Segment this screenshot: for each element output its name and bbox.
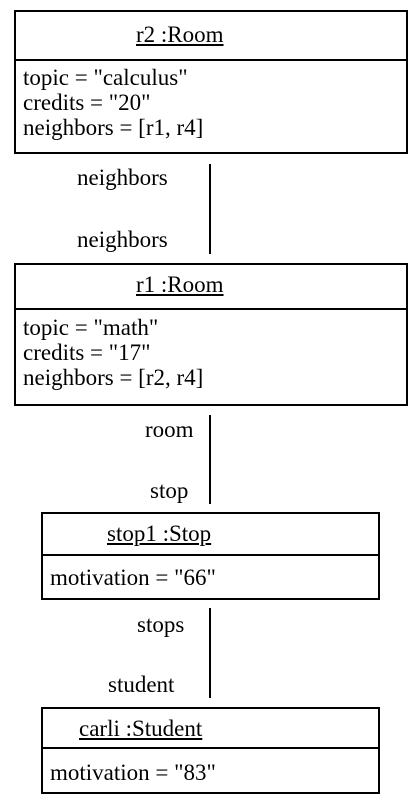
object-carli-attr-motivation: motivation = "83" bbox=[50, 760, 216, 785]
link-r2-r1 bbox=[209, 164, 211, 254]
object-r1-attr-topic: topic = "math" bbox=[23, 315, 159, 340]
role-student: student bbox=[108, 672, 175, 697]
object-r2-attr-credits: credits = "20" bbox=[23, 90, 151, 115]
role-neighbors-lower: neighbors bbox=[77, 227, 168, 252]
role-stop: stop bbox=[150, 478, 189, 503]
object-stop1-attributes: motivation = "66" bbox=[50, 565, 378, 590]
link-stop1-carli bbox=[209, 608, 211, 698]
object-r2-attributes: topic = "calculus" credits = "20" neighb… bbox=[23, 65, 406, 140]
object-stop1-title: stop1 :Stop bbox=[107, 521, 212, 546]
object-r1-attr-neighbors: neighbors = [r2, r4] bbox=[23, 365, 204, 390]
role-stops: stops bbox=[137, 612, 185, 637]
object-r2-room: r2 :Room topic = "calculus" credits = "2… bbox=[14, 10, 408, 154]
object-stop1-title-bar: stop1 :Stop bbox=[43, 514, 378, 556]
object-stop1-attr-motivation: motivation = "66" bbox=[50, 565, 216, 590]
role-neighbors-upper: neighbors bbox=[77, 165, 168, 190]
link-r1-stop1 bbox=[209, 415, 211, 504]
object-r2-title-bar: r2 :Room bbox=[16, 12, 406, 61]
object-carli-student: carli :Student motivation = "83" bbox=[41, 707, 380, 794]
object-r1-attributes: topic = "math" credits = "17" neighbors … bbox=[23, 315, 406, 390]
object-carli-title: carli :Student bbox=[79, 716, 203, 741]
role-room: room bbox=[145, 417, 194, 442]
object-carli-attributes: motivation = "83" bbox=[50, 760, 378, 785]
object-r1-title: r1 :Room bbox=[136, 272, 224, 297]
object-stop1-stop: stop1 :Stop motivation = "66" bbox=[41, 512, 380, 600]
object-r2-attr-neighbors: neighbors = [r1, r4] bbox=[23, 115, 204, 140]
object-r1-attr-credits: credits = "17" bbox=[23, 340, 151, 365]
object-r2-title: r2 :Room bbox=[136, 22, 224, 47]
object-r1-title-bar: r1 :Room bbox=[16, 265, 406, 310]
object-r2-attr-topic: topic = "calculus" bbox=[23, 65, 188, 90]
object-carli-title-bar: carli :Student bbox=[43, 709, 378, 749]
object-r1-room: r1 :Room topic = "math" credits = "17" n… bbox=[14, 263, 408, 406]
